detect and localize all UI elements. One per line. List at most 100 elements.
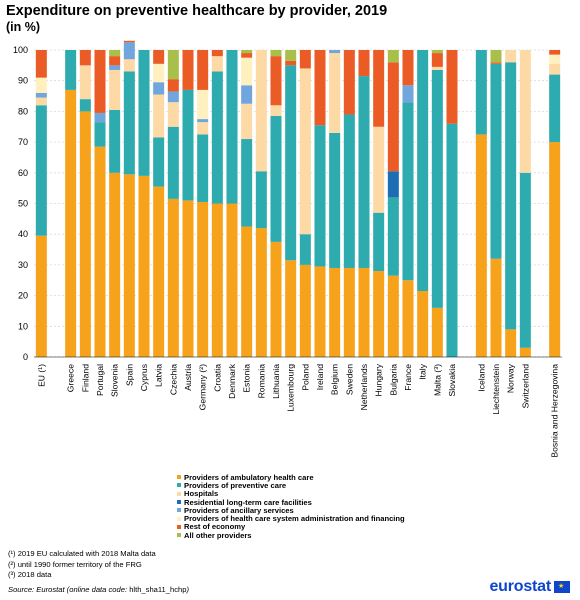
legend-item: Rest of economy xyxy=(177,522,405,531)
bar-segment xyxy=(490,258,502,357)
legend-item: Providers of health care system administ… xyxy=(177,514,405,523)
eu-flag-icon xyxy=(554,581,570,593)
bar-segment xyxy=(505,50,517,63)
footnote: (³) 2018 data xyxy=(8,570,52,580)
bar-segment xyxy=(402,280,414,357)
bar-segment xyxy=(79,50,91,66)
bar-segment xyxy=(241,226,253,357)
bar-segment xyxy=(373,50,385,127)
bar-segment xyxy=(373,212,385,272)
bar-segment xyxy=(138,50,150,176)
bar-segment xyxy=(182,50,194,90)
x-tick-label: Spain xyxy=(124,364,134,386)
legend-item: Providers of ancillary services xyxy=(177,506,405,515)
bar-segment xyxy=(35,50,47,78)
bar-segment xyxy=(270,241,282,357)
source-close: ) xyxy=(186,585,190,594)
x-tick-label: Austria xyxy=(183,364,193,391)
bar-segment xyxy=(65,89,77,357)
bar-segment xyxy=(475,134,487,357)
x-tick-label: Iceland xyxy=(476,364,486,392)
bar-segment xyxy=(505,329,517,357)
bar-segment xyxy=(285,60,297,66)
bar-segment xyxy=(270,56,282,106)
bar-segment xyxy=(402,102,414,281)
legend-item: Providers of preventive care xyxy=(177,481,405,490)
bar-segment xyxy=(314,266,326,357)
bar-segment xyxy=(153,82,165,95)
bar-segment xyxy=(329,267,341,357)
bar-segment xyxy=(270,116,282,242)
bar-segment xyxy=(197,201,209,357)
bar-segment xyxy=(35,105,47,236)
x-tick-label: Luxembourg xyxy=(286,364,296,412)
x-tick-label: Italy xyxy=(418,363,428,379)
bar-segment xyxy=(431,66,443,70)
bar-segment xyxy=(387,62,399,172)
bar-segment xyxy=(431,69,443,308)
bar-segment xyxy=(314,50,326,126)
bar-segment xyxy=(197,119,209,123)
bar-segment xyxy=(387,275,399,357)
bar-segment xyxy=(519,347,531,357)
y-tick-label: 60 xyxy=(18,168,28,178)
source-code[interactable]: hlth_sha11_hchp xyxy=(129,585,187,594)
source-line: Source: Eurostat (online data code: hlth… xyxy=(8,585,189,594)
bar-segment xyxy=(109,65,121,70)
bar-segment xyxy=(446,123,458,358)
legend-swatch xyxy=(177,491,181,496)
y-tick-label: 70 xyxy=(18,137,28,147)
x-tick-label: Malta (³) xyxy=(432,364,442,396)
bar-segment xyxy=(431,50,443,54)
legend-label: Hospitals xyxy=(184,489,219,499)
legend-label: Providers of ambulatory health care xyxy=(184,472,314,482)
x-tick-label: Belgium xyxy=(330,364,340,395)
legend-swatch xyxy=(177,483,181,488)
x-tick-label: Slovakia xyxy=(447,364,457,397)
legend-item: Hospitals xyxy=(177,489,405,499)
x-tick-label: Latvia xyxy=(154,364,164,387)
bar-segment xyxy=(153,63,165,83)
bar-segment xyxy=(35,235,47,357)
y-tick-label: 80 xyxy=(18,106,28,116)
bar-segment xyxy=(94,50,106,113)
bar-segment xyxy=(94,112,106,123)
bar-segment xyxy=(431,53,443,67)
y-tick-label: 50 xyxy=(18,199,28,209)
x-tick-label: Denmark xyxy=(227,363,237,399)
bar-segment xyxy=(519,172,531,348)
footnote: (¹) 2019 EU calculated with 2018 Malta d… xyxy=(8,549,156,558)
bar-segment xyxy=(299,264,311,357)
bar-segment xyxy=(402,85,414,103)
x-tick-label: Bulgaria xyxy=(388,364,398,396)
bar-segment xyxy=(431,307,443,357)
bar-segment xyxy=(549,54,561,64)
legend-item: All other providers xyxy=(177,531,405,540)
bar-segment xyxy=(549,63,561,75)
bar-segment xyxy=(211,203,223,357)
x-tick-label: Romania xyxy=(256,364,266,399)
chart-title: Expenditure on preventive healthcare by … xyxy=(6,3,388,19)
y-tick-label: 0 xyxy=(23,352,28,362)
bar-segment xyxy=(314,125,326,267)
x-tick-label: Germany (²) xyxy=(198,364,208,410)
x-tick-label: Portugal xyxy=(95,364,105,396)
bar-segment xyxy=(373,271,385,357)
x-tick-label: Cyprus xyxy=(139,364,149,391)
bar-segment xyxy=(79,111,91,358)
stacked-bar-chart: 0 10 20 30 40 50 60 70 80 90 100 EU (¹) Greece Finlan… xyxy=(13,40,562,458)
eurostat-logo: eurostat xyxy=(489,578,570,596)
x-tick-label: France xyxy=(403,364,413,391)
legend-swatch xyxy=(177,533,181,538)
bar-segment xyxy=(285,65,297,261)
footnote: (²) until 1990 former territory of the F… xyxy=(8,559,142,569)
bar-segment xyxy=(505,62,517,330)
y-tick-label: 10 xyxy=(18,321,28,331)
bar-segment xyxy=(549,142,561,357)
bar-segment xyxy=(197,89,209,120)
bar-segment xyxy=(123,42,135,60)
x-tick-label: Sweden xyxy=(344,364,354,395)
x-tick-label: Croatia xyxy=(212,364,222,392)
bar-segment xyxy=(255,228,267,357)
bar-segment xyxy=(35,92,47,98)
